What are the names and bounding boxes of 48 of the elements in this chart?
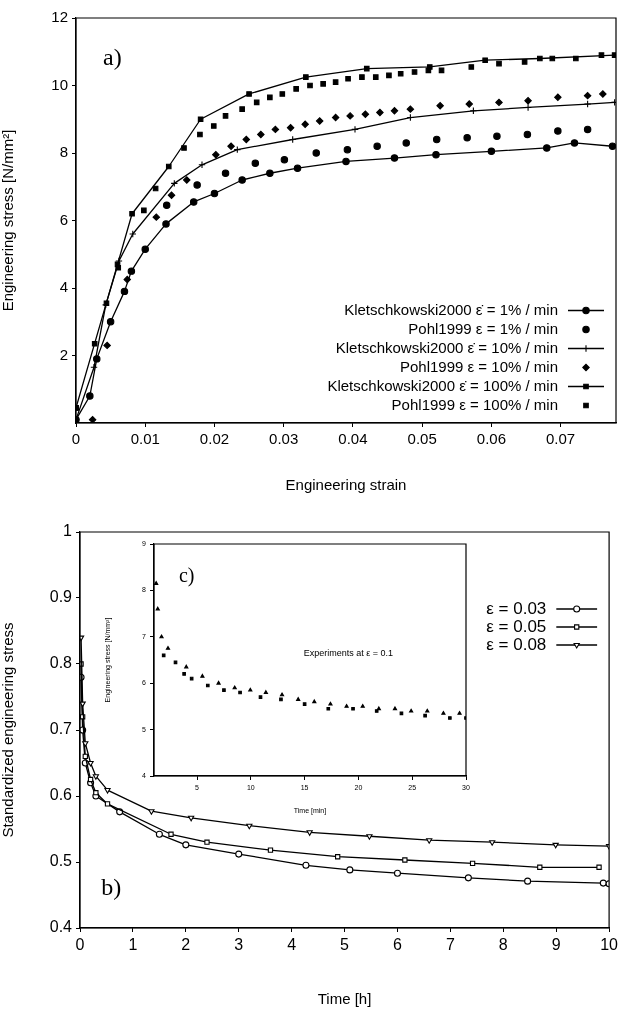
x-axis-title: Time [h] [317,990,372,1008]
x-tick-label: 10 [600,936,619,954]
legend-label: Pohl1999 ε = 1% / min [408,319,558,337]
x-tick-label: 7 [445,936,455,954]
annotation: Experiments at ε = 0.1 [303,647,394,658]
y-tick-label: 1 [63,522,73,540]
y-tick-label: 0.7 [49,720,73,738]
y-tick-label: 12 [51,8,68,26]
x-tick-label: 0.01 [130,430,160,448]
annotation: b) [101,873,122,900]
x-tick-label: 0 [71,430,81,448]
x-axis-title: Engineering strain [285,476,407,494]
annotation: c) [178,563,195,587]
x-tick-label: 0.05 [407,430,437,448]
x-tick-label: 0.03 [269,430,299,448]
legend-label: ε = 0.03 [486,598,547,618]
y-tick-label: 8 [59,143,68,161]
x-tick-label: 6 [393,936,403,954]
y-tick-label: 0.9 [49,588,73,606]
x-tick-label: 8 [498,936,508,954]
y-tick-label: 2 [59,345,68,363]
x-tick-label: 5 [340,936,350,954]
legend-label: Pohl1999 ε = 10% / min [399,357,558,375]
legend-label: ε = 0.05 [486,616,547,636]
x-tick-label: 0.07 [546,430,576,448]
x-tick-label: 4 [287,936,297,954]
y-axis-title: Engineering stress [N/mm²] [0,129,17,312]
legend-label: Kletschkowski2000 ε̇ = 1% / min [344,300,558,318]
y-axis-title: Standardized engineering stress [0,622,17,838]
x-tick-label: 9 [551,936,561,954]
y-tick-label: 4 [59,278,68,296]
legend-label: Kletschkowski2000 ε̇ = 10% / min [335,338,558,356]
x-tick-label: 0 [75,936,85,954]
annotation: a) [103,43,122,70]
y-tick-label: 0.6 [49,786,73,804]
x-tick-label: 3 [234,936,244,954]
y-tick-label: 0.4 [49,918,73,936]
y-tick-label: 6 [59,210,68,228]
y-tick-label: 0.5 [49,852,73,870]
x-tick-label: 2 [181,936,191,954]
x-tick-label: 0.02 [199,430,230,448]
y-tick-label: 10 [51,75,68,93]
legend-label: ε = 0.08 [486,634,547,654]
legend-label: Kletschkowski2000 ε̇ = 100% / min [327,376,558,394]
x-tick-label: 0.06 [476,430,506,448]
legend-label: Pohl1999 ε = 100% / min [391,395,558,413]
y-tick-label: 0.8 [49,654,73,672]
x-tick-label: 0.04 [338,430,368,448]
